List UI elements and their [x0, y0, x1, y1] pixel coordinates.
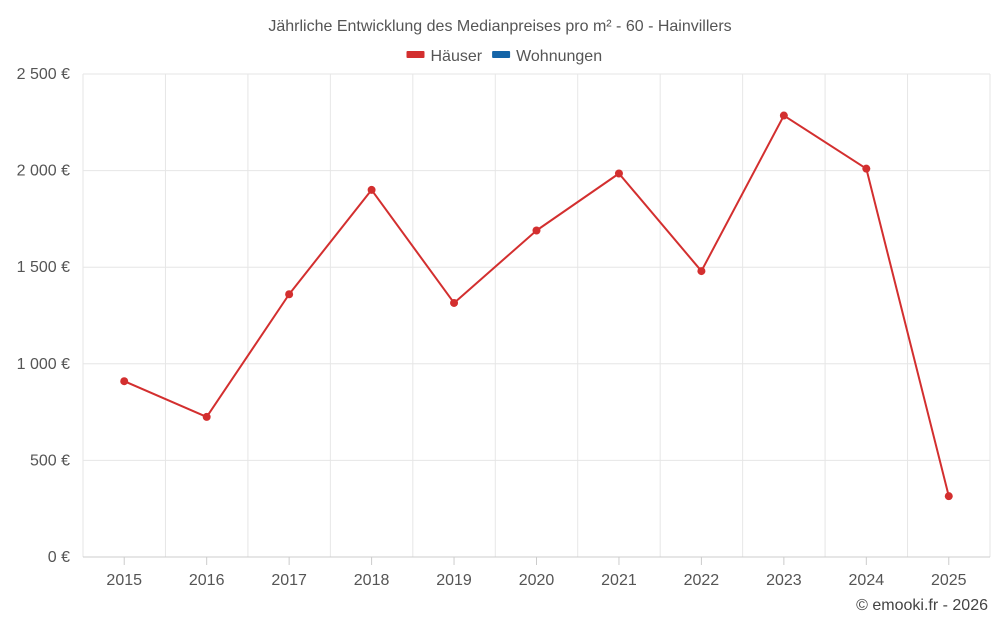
data-point: [367, 185, 376, 194]
credit: © emooki.fr - 2026: [856, 597, 988, 614]
y-tick-label: 2 000 €: [17, 163, 70, 180]
data-point: [532, 226, 541, 235]
legend-label-0: Häuser: [431, 48, 483, 65]
legend-swatch-1: [492, 51, 511, 58]
y-axis: 0 € 500 € 1 000 € 1 500 € 2 000 € 2 500 €: [17, 66, 70, 566]
x-tick-label: 2018: [354, 572, 390, 589]
x-tick-label: 2017: [271, 572, 307, 589]
grid: [82, 73, 991, 558]
data-point: [779, 111, 788, 120]
series-layer: [120, 111, 953, 501]
y-tick-label: 1 000 €: [17, 356, 70, 373]
legend-label-1: Wohnungen: [516, 48, 602, 65]
legend-swatch-0: [406, 51, 425, 58]
data-point: [202, 412, 211, 421]
x-tick-label: 2021: [601, 572, 637, 589]
x-tick-label: 2024: [849, 572, 885, 589]
x-tick-label: 2019: [436, 572, 472, 589]
legend: Häuser Wohnungen: [406, 48, 602, 65]
data-point: [285, 290, 294, 299]
x-tick-label: 2023: [766, 572, 802, 589]
x-axis: 2015 2016 2017 2018 2019 2020 2021 2022 2023 2024…: [106, 557, 967, 589]
x-tick-label: 2020: [519, 572, 555, 589]
x-tick-label: 2022: [684, 572, 720, 589]
chart-title: Jährliche Entwicklung des Medianpreises …: [268, 18, 731, 35]
data-point: [614, 169, 623, 178]
data-point: [120, 377, 129, 386]
y-tick-label: 500 €: [30, 452, 70, 469]
data-point: [944, 492, 953, 501]
y-tick-label: 1 500 €: [17, 259, 70, 276]
data-point: [862, 164, 871, 173]
y-tick-label: 2 500 €: [17, 66, 70, 83]
x-tick-label: 2015: [106, 572, 142, 589]
data-point: [697, 267, 706, 276]
data-point: [450, 298, 459, 307]
x-tick-label: 2016: [189, 572, 225, 589]
x-tick-label: 2025: [931, 572, 967, 589]
y-tick-label: 0 €: [48, 549, 70, 566]
